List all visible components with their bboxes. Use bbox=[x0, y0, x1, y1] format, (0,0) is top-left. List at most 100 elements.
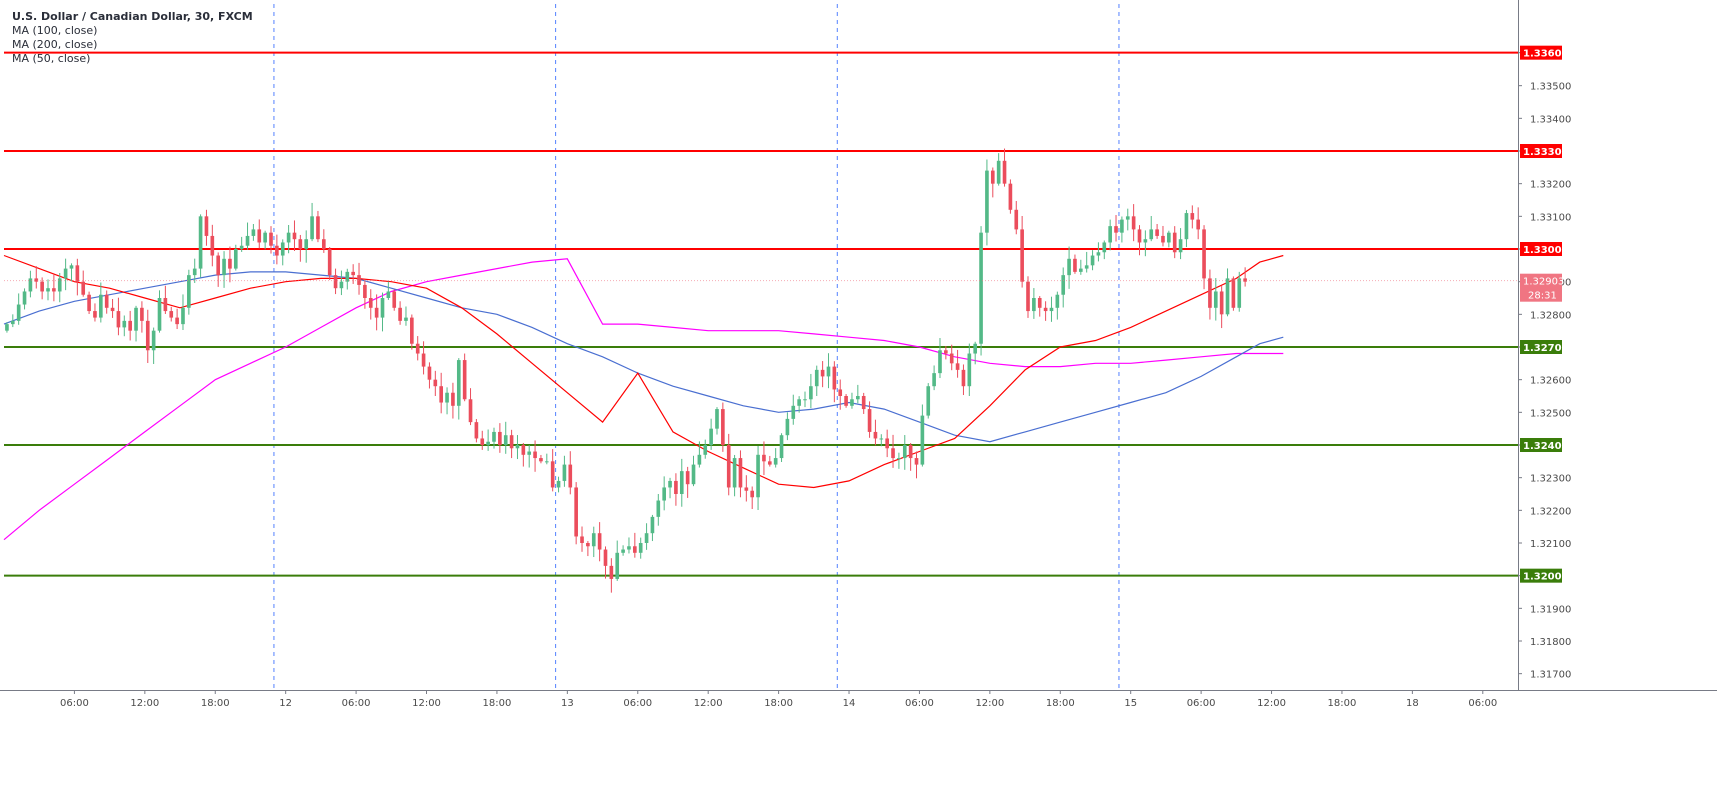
candle-body bbox=[134, 307, 138, 331]
candle-body bbox=[908, 445, 913, 459]
price-tick-label: 1.32600 bbox=[1530, 376, 1571, 387]
candle-body bbox=[1167, 232, 1171, 243]
candle-body bbox=[380, 298, 385, 318]
candle-body bbox=[321, 239, 326, 249]
candle-body bbox=[1202, 229, 1206, 279]
level-price-label: 1.33000 bbox=[1523, 245, 1569, 256]
candle-body bbox=[603, 549, 608, 566]
candle-body bbox=[1037, 298, 1042, 308]
candle-body bbox=[1143, 239, 1148, 243]
candle-body bbox=[116, 311, 121, 328]
candle-body bbox=[1184, 213, 1189, 240]
candle-body bbox=[1078, 268, 1083, 272]
price-tick-label: 1.33400 bbox=[1530, 114, 1571, 125]
candle-body bbox=[879, 438, 884, 440]
ma100-line bbox=[3, 271, 1284, 443]
candle-body bbox=[591, 533, 596, 547]
candle-body bbox=[181, 307, 185, 325]
candle-body bbox=[621, 549, 625, 553]
candle-body bbox=[210, 235, 215, 256]
candle-body bbox=[110, 307, 115, 312]
moving-averages bbox=[3, 254, 1284, 541]
candle-body bbox=[486, 441, 490, 445]
candle-body bbox=[955, 363, 960, 370]
candle-body bbox=[439, 386, 444, 403]
candle-body bbox=[1190, 213, 1195, 220]
candle-body bbox=[398, 307, 402, 321]
candle-body bbox=[609, 565, 614, 579]
candle-body bbox=[1225, 278, 1230, 315]
candle-body bbox=[263, 232, 267, 243]
candle-body bbox=[756, 454, 760, 498]
candle-body bbox=[16, 304, 21, 321]
candle-body bbox=[990, 170, 995, 184]
candle-body bbox=[762, 454, 766, 462]
candle-body bbox=[515, 445, 520, 449]
time-tick-label: 12:00 bbox=[412, 698, 441, 709]
candle-body bbox=[985, 170, 989, 233]
candle-body bbox=[392, 291, 397, 308]
candle-body bbox=[1090, 255, 1095, 266]
level-price-badge bbox=[1520, 144, 1562, 158]
price-tick-label: 1.33100 bbox=[1530, 212, 1571, 223]
candle-body bbox=[726, 445, 731, 488]
candle-body bbox=[1026, 281, 1030, 312]
candle-body bbox=[81, 281, 86, 295]
horizontal-levels bbox=[4, 51, 1518, 577]
candle-body bbox=[885, 438, 889, 449]
candle-body bbox=[1120, 219, 1124, 233]
countdown-label: 28:31 bbox=[1528, 291, 1557, 302]
candle-body bbox=[826, 366, 831, 377]
candle-body bbox=[239, 245, 244, 249]
candle-body bbox=[99, 294, 103, 318]
candle-body bbox=[34, 278, 39, 282]
candle-body bbox=[644, 533, 649, 543]
price-tick-label: 1.31900 bbox=[1530, 604, 1571, 615]
candle-body bbox=[744, 487, 749, 491]
candle-body bbox=[233, 249, 238, 269]
candle-body bbox=[1196, 219, 1201, 230]
time-tick-label: 06:00 bbox=[60, 698, 89, 709]
candle-body bbox=[1108, 226, 1112, 243]
candle-body bbox=[228, 258, 232, 269]
candle-body bbox=[468, 399, 473, 423]
time-axis: 06:00 12:00 18:00 12 06:00 12:00 18:00 13 06:00 1… bbox=[0, 690, 1717, 709]
candle-body bbox=[509, 435, 514, 449]
candle-body bbox=[298, 239, 303, 249]
price-tick-label: 1.33200 bbox=[1530, 180, 1571, 191]
candle-body bbox=[527, 451, 532, 455]
candle-body bbox=[949, 353, 954, 364]
candle-body bbox=[838, 389, 843, 396]
candle-body bbox=[1178, 239, 1183, 253]
candle-body bbox=[368, 298, 373, 308]
indicator-ma50: MA (50, close) bbox=[12, 52, 91, 65]
candle-body bbox=[410, 317, 414, 344]
candle-body bbox=[22, 291, 27, 305]
candle-body bbox=[351, 271, 355, 276]
candle-body bbox=[791, 405, 796, 419]
level-price-badge bbox=[1520, 568, 1562, 583]
candle-body bbox=[333, 275, 338, 289]
candle-body bbox=[574, 487, 578, 537]
candle-body bbox=[304, 239, 309, 249]
candle-body bbox=[902, 445, 907, 459]
indicator-ma200: MA (200, close) bbox=[12, 38, 98, 51]
price-tick-label: 1.32200 bbox=[1530, 506, 1571, 517]
candle-body bbox=[1155, 229, 1159, 236]
candle-body bbox=[421, 353, 426, 367]
candle-body bbox=[715, 409, 719, 429]
candle-body bbox=[1213, 291, 1218, 308]
candle-body bbox=[357, 275, 361, 285]
symbol-title: U.S. Dollar / Canadian Dollar, 30, FXCM bbox=[12, 10, 253, 23]
candle-body bbox=[556, 480, 561, 488]
candle-body bbox=[87, 294, 91, 312]
candle-body bbox=[897, 458, 901, 460]
candle-body bbox=[1067, 258, 1071, 276]
candle-body bbox=[63, 268, 68, 279]
candle-body bbox=[1131, 216, 1136, 230]
candle-body bbox=[1231, 278, 1236, 308]
price-axis: 1.31700 1.31800 1.31900 1.32100 1.32200 1.323… bbox=[4, 0, 1717, 788]
candle-body bbox=[961, 369, 966, 387]
